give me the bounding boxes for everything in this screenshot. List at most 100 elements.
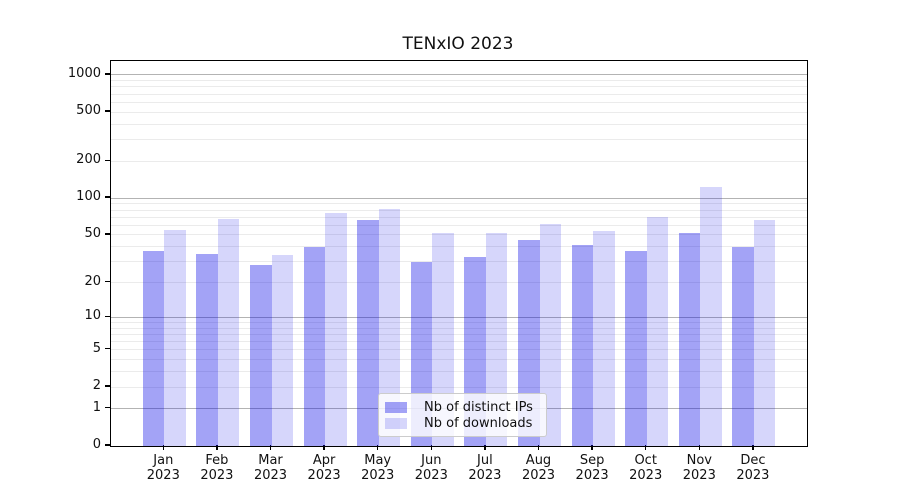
bar-distinct-ips-jan — [142, 250, 165, 446]
x-tick-jan — [162, 445, 164, 450]
x-tick-oct — [645, 445, 647, 450]
grid-minor-7 — [111, 333, 807, 335]
bar-distinct-ips-dec — [732, 246, 754, 446]
y-tick-200 — [105, 159, 110, 161]
grid-minor-80 — [111, 209, 807, 211]
x-tick-dec — [752, 445, 754, 450]
legend-row-distinct-ips: Nb of distinct IPs — [385, 400, 546, 415]
bar-distinct-ips-feb — [196, 253, 218, 446]
x-tick-nov — [698, 445, 700, 450]
y-tick-label-10: 10 — [84, 308, 101, 324]
grid-major-10 — [111, 316, 807, 318]
x-tick-label-aug: Aug 2023 — [521, 453, 556, 483]
y-tick-0 — [105, 444, 110, 446]
grid-minor-90 — [111, 203, 807, 205]
grid-minor-200 — [111, 160, 807, 162]
x-tick-label-nov: Nov 2023 — [682, 453, 716, 483]
legend-swatch-downloads — [385, 418, 407, 429]
y-tick-label-500: 500 — [76, 103, 101, 119]
grid-minor-60 — [111, 224, 807, 226]
bar-distinct-ips-mar — [250, 265, 272, 446]
x-tick-aug — [537, 445, 540, 450]
x-tick-label-jun: Jun 2023 — [414, 453, 448, 483]
x-tick-label-mar: Mar 2023 — [253, 453, 288, 483]
bar-distinct-ips-may — [357, 220, 379, 446]
legend: Nb of distinct IPs Nb of downloads — [378, 393, 547, 437]
y-tick-100 — [105, 196, 110, 198]
grid-minor-500 — [111, 111, 807, 113]
x-tick-jun — [430, 445, 432, 450]
y-tick-1 — [105, 407, 110, 409]
grid-minor-30 — [111, 261, 807, 263]
y-tick-500 — [105, 110, 110, 112]
x-tick-mar — [269, 445, 272, 450]
grid-minor-600 — [111, 101, 807, 103]
y-tick-1000 — [105, 73, 110, 75]
y-tick-20 — [105, 280, 110, 283]
bar-downloads-oct — [646, 217, 669, 446]
bar-distinct-ips-nov — [678, 232, 701, 446]
bar-distinct-ips-oct — [625, 250, 647, 446]
bar-downloads-aug — [539, 224, 561, 446]
plot-area — [110, 60, 808, 447]
bar-downloads-may — [378, 208, 401, 446]
grid-minor-6 — [111, 341, 807, 342]
bar-downloads-feb — [217, 219, 240, 446]
grid-minor-20 — [111, 282, 807, 283]
grid-minor-700 — [111, 93, 807, 95]
x-tick-label-sep: Sep 2023 — [575, 453, 609, 483]
grid-minor-300 — [111, 139, 807, 141]
legend-label-downloads: Nb of downloads — [424, 416, 533, 431]
y-tick-label-5: 5 — [92, 340, 101, 356]
x-tick-may — [377, 445, 379, 450]
grid-minor-400 — [111, 123, 807, 125]
x-tick-label-jan: Jan 2023 — [146, 453, 180, 483]
grid-minor-5 — [111, 349, 807, 351]
bar-downloads-jan — [164, 229, 186, 446]
grid-minor-40 — [111, 246, 807, 248]
grid-major-1000 — [111, 74, 807, 76]
grid-major-100 — [111, 197, 807, 199]
x-tick-label-apr: Apr 2023 — [307, 453, 341, 483]
y-tick-10 — [105, 315, 110, 317]
bar-distinct-ips-sep — [571, 245, 594, 446]
bar-downloads-dec — [753, 220, 776, 446]
legend-label-distinct-ips: Nb of distinct IPs — [424, 400, 533, 415]
grid-minor-900 — [111, 80, 807, 82]
grid-minor-2 — [111, 386, 807, 388]
y-tick-label-20: 20 — [84, 273, 101, 289]
bar-downloads-apr — [325, 212, 347, 446]
grid-minor-800 — [111, 86, 807, 88]
y-tick-label-1: 1 — [92, 399, 101, 415]
x-tick-sep — [591, 445, 593, 450]
x-tick-feb — [216, 445, 218, 450]
legend-row-downloads: Nb of downloads — [385, 416, 546, 431]
bar-downloads-mar — [271, 255, 293, 446]
bar-downloads-jun — [432, 232, 454, 446]
x-tick-label-jul: Jul 2023 — [468, 453, 502, 483]
legend-swatch-distinct-ips — [385, 402, 407, 413]
bar-downloads-jul — [485, 232, 508, 446]
bar-downloads-nov — [700, 187, 722, 446]
x-tick-apr — [323, 445, 325, 450]
grid-minor-9 — [111, 321, 807, 323]
y-tick-50 — [105, 233, 110, 235]
y-tick-5 — [105, 348, 110, 350]
y-tick-2 — [105, 385, 110, 387]
x-tick-label-oct: Oct 2023 — [629, 453, 663, 483]
y-tick-label-50: 50 — [84, 225, 101, 241]
chart-title: TENxIO 2023 — [402, 34, 514, 54]
y-tick-label-100: 100 — [76, 189, 101, 205]
x-tick-label-feb: Feb 2023 — [200, 453, 234, 483]
x-tick-label-dec: Dec 2023 — [736, 453, 770, 483]
x-tick-label-may: May 2023 — [361, 453, 395, 483]
y-tick-label-200: 200 — [76, 152, 101, 168]
bar-downloads-sep — [593, 230, 615, 446]
grid-minor-70 — [111, 216, 807, 218]
grid-minor-4 — [111, 359, 807, 361]
grid-minor-50 — [111, 234, 807, 236]
grid-minor-3 — [111, 371, 807, 373]
y-tick-label-2: 2 — [92, 378, 101, 393]
grid-minor-8 — [111, 327, 807, 329]
bar-distinct-ips-apr — [303, 246, 326, 446]
